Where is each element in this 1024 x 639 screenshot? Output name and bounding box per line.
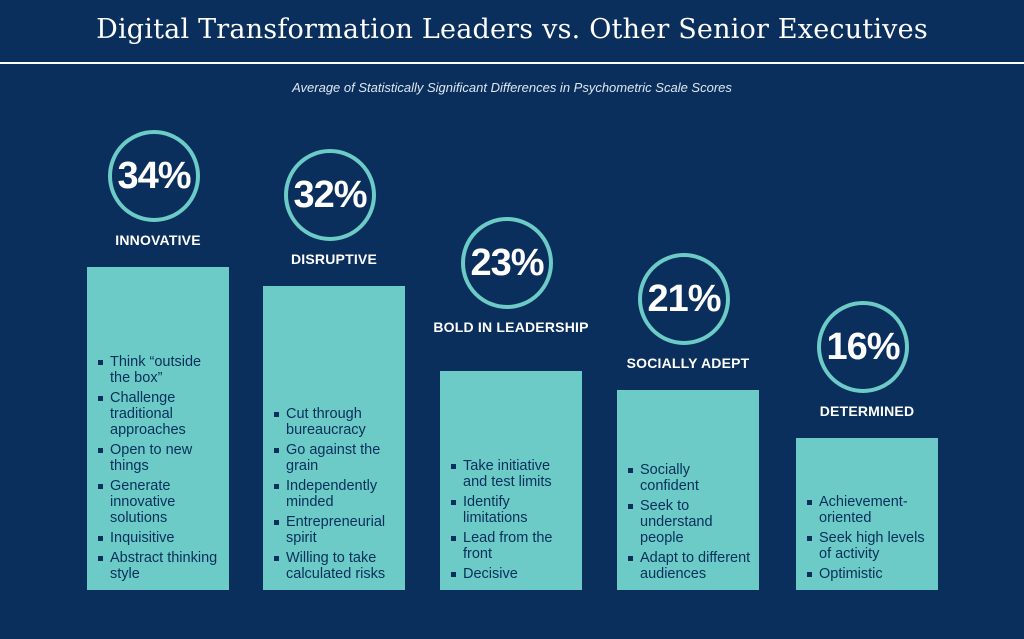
- category-label-4: DETERMINED: [819, 403, 915, 419]
- title-divider: [0, 62, 1024, 64]
- trait-item: Entrepreneurial spirit: [274, 514, 397, 546]
- trait-item: Inquisitive: [98, 530, 221, 546]
- trait-item: Open to new things: [98, 442, 221, 474]
- category-label-3: SOCIALLY ADEPT: [626, 355, 750, 371]
- trait-item: Challenge traditional approaches: [98, 390, 221, 438]
- value-badge-0: 34%: [108, 130, 200, 222]
- trait-item: Socially confident: [628, 462, 751, 494]
- trait-item: Willing to take calculated risks: [274, 550, 397, 582]
- bar-2: Take initiative and test limits Identify …: [440, 371, 582, 590]
- value-badge-1: 32%: [284, 149, 376, 241]
- trait-item: Identify limitations: [451, 494, 574, 526]
- trait-item: Optimistic: [807, 566, 930, 582]
- trait-item: Seek high levels of activity: [807, 530, 930, 562]
- trait-item: Independently minded: [274, 478, 397, 510]
- trait-item: Adapt to different audiences: [628, 550, 751, 582]
- category-label-2: BOLD IN LEADERSHIP: [433, 319, 589, 335]
- trait-item: Go against the grain: [274, 442, 397, 474]
- trait-item: Generate innovative solutions: [98, 478, 221, 526]
- bar-3: Socially confident Seek to understand peo…: [617, 390, 759, 590]
- trait-item: Lead from the front: [451, 530, 574, 562]
- chart-subtitle: Average of Statistically Significant Dif…: [292, 80, 732, 95]
- trait-item: Take initiative and test limits: [451, 458, 574, 490]
- bar-1: Cut through bureaucracy Go against the gr…: [263, 286, 405, 590]
- bar-0: Think “outside the box” Challenge traditi…: [87, 267, 229, 590]
- trait-item: Achievement-oriented: [807, 494, 930, 526]
- trait-item: Decisive: [451, 566, 574, 582]
- category-label-1: DISRUPTIVE: [290, 251, 377, 267]
- trait-item: Seek to understand people: [628, 498, 751, 546]
- value-badge-4: 16%: [817, 301, 909, 393]
- page-title: Digital Transformation Leaders vs. Other…: [96, 14, 928, 45]
- value-badge-2: 23%: [461, 217, 553, 309]
- trait-item: Abstract thinking style: [98, 550, 221, 582]
- category-label-0: INNOVATIVE: [115, 232, 201, 248]
- trait-item: Think “outside the box”: [98, 354, 221, 386]
- trait-item: Cut through bureaucracy: [274, 406, 397, 438]
- bar-4: Achievement-oriented Seek high levels of …: [796, 438, 938, 590]
- value-badge-3: 21%: [638, 253, 730, 345]
